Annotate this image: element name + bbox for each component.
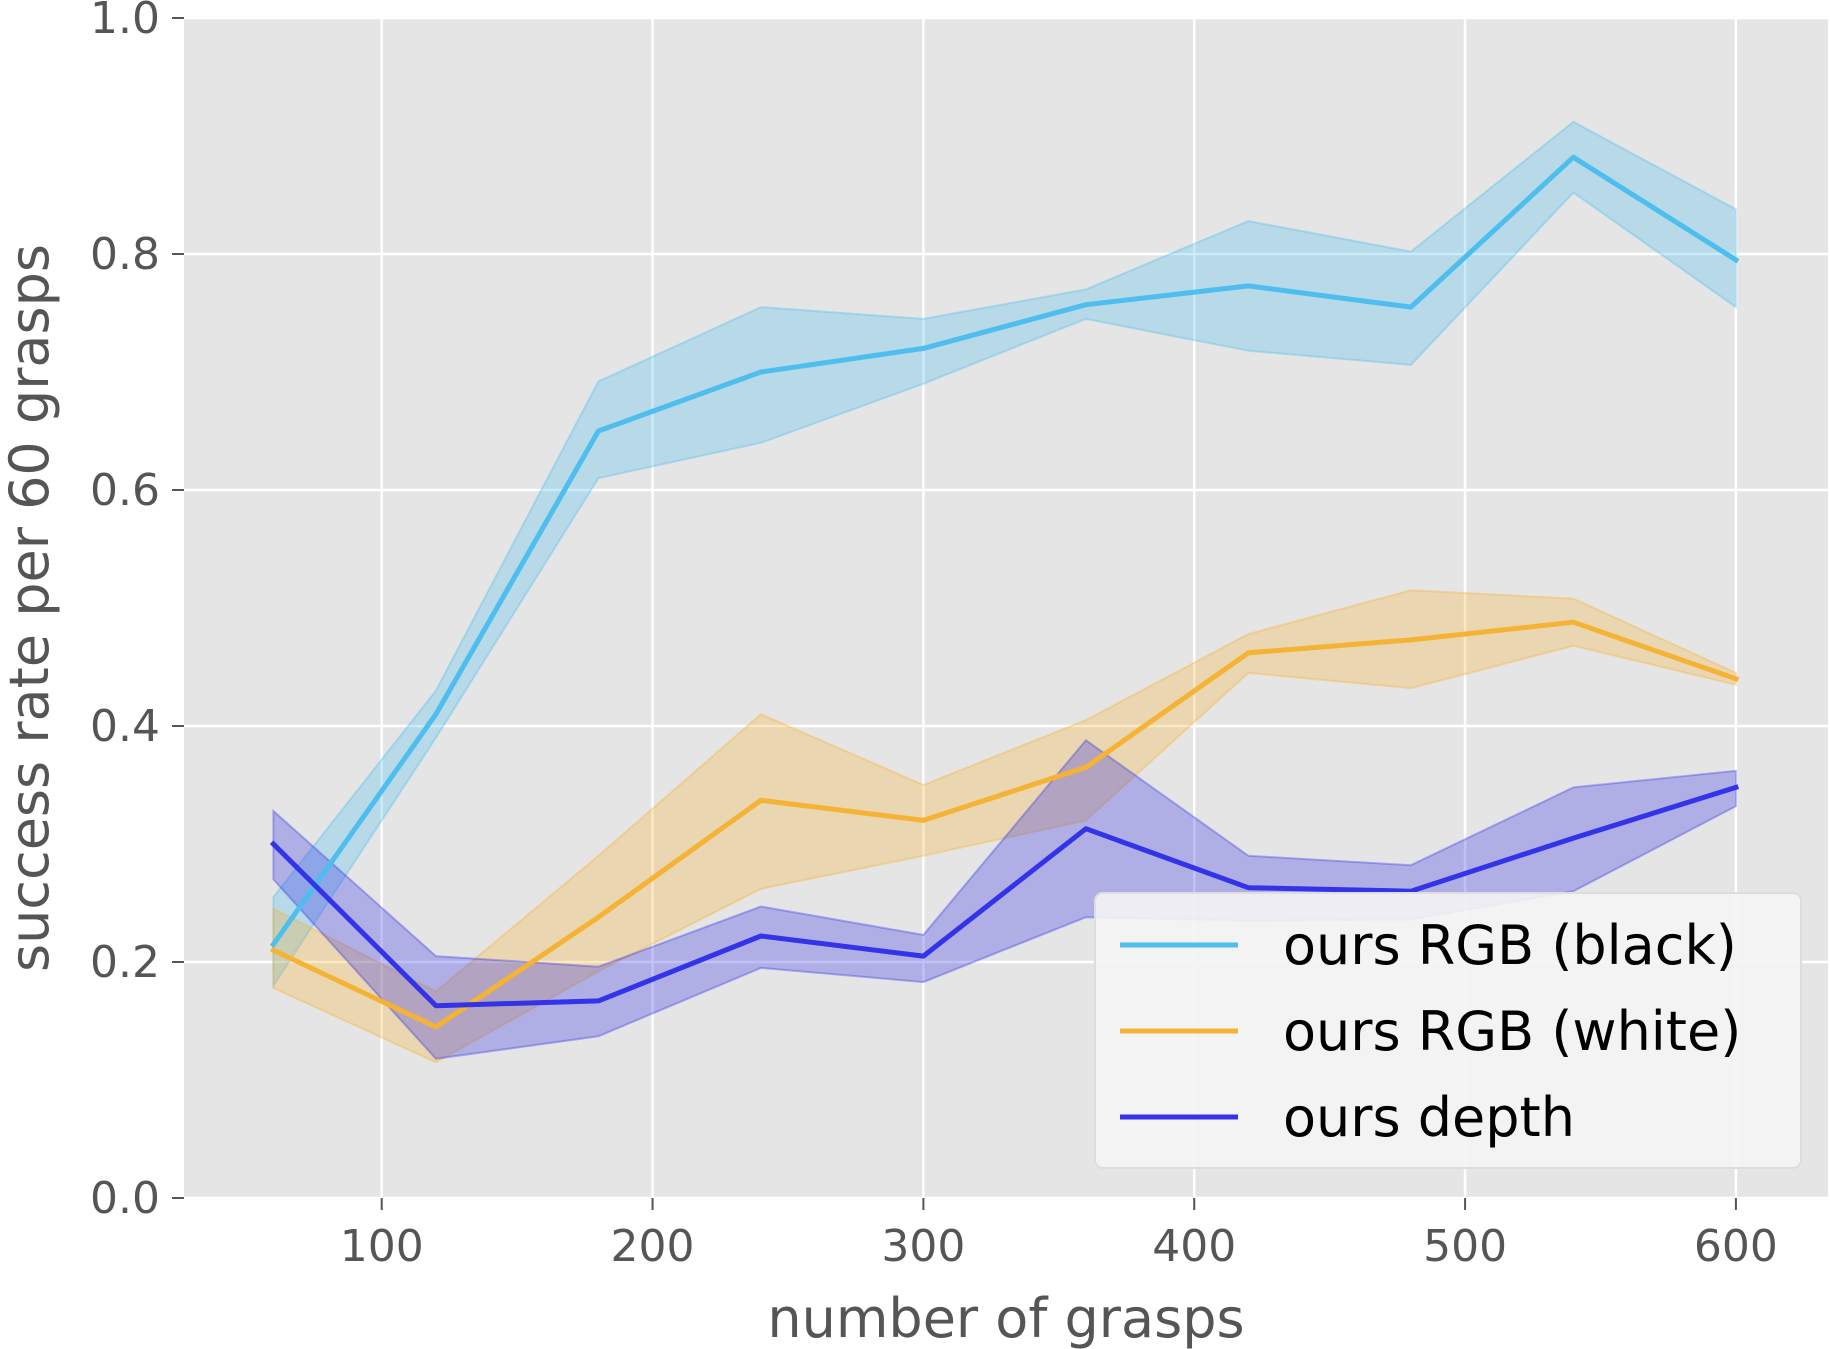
x-tick-label: 100 — [340, 1221, 424, 1272]
x-axis-label: number of grasps — [767, 1287, 1244, 1349]
confidence-band-2 — [272, 738, 1737, 1060]
y-tick-label: 0.6 — [90, 465, 160, 516]
series-line-0 — [269, 154, 1740, 948]
x-tick-label: 500 — [1423, 1221, 1507, 1272]
y-tick-label: 0.2 — [90, 937, 160, 988]
x-tick-label: 600 — [1694, 1221, 1778, 1272]
legend-label: ours RGB (white) — [1283, 1000, 1741, 1063]
x-tick-label: 300 — [881, 1221, 965, 1272]
x-tick-label: 200 — [611, 1221, 695, 1272]
legend-label: ours RGB (black) — [1283, 914, 1737, 977]
legend-label: ours depth — [1283, 1086, 1575, 1149]
confidence-bands — [272, 120, 1737, 1064]
y-axis-label: success rate per 60 grasps — [0, 244, 61, 972]
series-lines — [269, 154, 1740, 1030]
y-axis-ticks: 0.0 0.2 0.4 0.6 0.8 1.0 — [90, 0, 184, 1224]
legend: ours RGB (black) ours RGB (white) ours dep… — [1094, 892, 1802, 1169]
legend-box — [1094, 892, 1802, 1169]
y-tick-label: 1.0 — [90, 0, 160, 44]
confidence-band-0 — [272, 120, 1737, 989]
series-line-2 — [269, 784, 1740, 1009]
grid — [184, 16, 1828, 1200]
y-tick-label: 0.8 — [90, 229, 160, 280]
x-axis-ticks: 100 200 300 400 500 600 — [340, 1198, 1778, 1272]
series-line-1 — [270, 619, 1740, 1030]
confidence-band-1 — [272, 589, 1737, 1064]
y-tick-label: 0.0 — [90, 1173, 160, 1224]
x-tick-label: 400 — [1152, 1221, 1236, 1272]
y-tick-label: 0.4 — [90, 701, 160, 752]
